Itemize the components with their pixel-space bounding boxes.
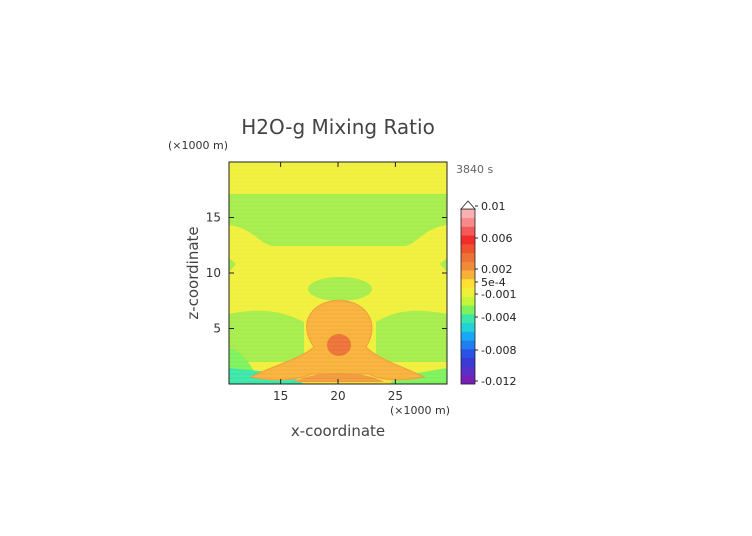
colorbar-swatch-18 (461, 217, 475, 227)
colorbar-swatch-4 (461, 340, 475, 350)
colorbar-swatch-15 (461, 244, 475, 254)
colorbar-swatch-10 (461, 287, 475, 297)
colorbar-label-5: -0.004 (481, 311, 516, 324)
left-lower-band (229, 310, 304, 362)
colorbar-swatch-13 (461, 261, 475, 271)
x-tick-label-1: 20 (330, 389, 345, 403)
contour-field (229, 162, 447, 384)
left-edge-patch (229, 258, 236, 272)
colorbar-label-1: 0.006 (481, 232, 513, 245)
y-tick-label-0: 5 (213, 322, 221, 336)
y-axis-label: z-coordinate (184, 226, 202, 319)
colorbar-swatch-3 (461, 349, 475, 359)
x-tick-label-0: 15 (273, 389, 288, 403)
x-axis-label: x-coordinate (291, 422, 385, 440)
plume-core (327, 334, 351, 356)
y-tick-label-2: 15 (206, 211, 221, 225)
y-unit-label: (×1000 m) (168, 139, 228, 152)
right-edge-patch (440, 258, 447, 272)
axes: 15 20 25 5 10 15 (206, 162, 447, 403)
cap-patch (308, 277, 372, 301)
field-hatching (229, 163, 447, 381)
colorbar-swatch-11 (461, 279, 475, 289)
colorbar-label-7: -0.012 (481, 375, 516, 388)
colorbar-swatch-17 (461, 226, 475, 236)
x-unit-label: (×1000 m) (390, 404, 450, 417)
right-lower-band (376, 310, 447, 362)
time-label: 3840 s (456, 163, 493, 176)
colorbar-swatch-12 (461, 270, 475, 280)
colorbar-label-0: 0.01 (481, 200, 506, 213)
colorbar-swatch-9 (461, 296, 475, 306)
colorbar-extend-arrow (460, 200, 476, 210)
colorbar-label-6: -0.008 (481, 344, 516, 357)
colorbar-swatch-14 (461, 252, 475, 262)
colorbar-swatch-19 (461, 209, 475, 219)
y-tick-label-1: 10 (206, 266, 221, 280)
x-tick-label-2: 25 (388, 389, 403, 403)
colorbar-swatch-2 (461, 357, 475, 367)
colorbar-swatch-5 (461, 331, 475, 341)
colorbar-label-4: -0.001 (481, 288, 516, 301)
colorbar-label-3: 5e-4 (481, 276, 506, 289)
colorbar-swatch-1 (461, 366, 475, 376)
colorbar-swatch-6 (461, 322, 475, 332)
upper-moist-band (229, 194, 447, 246)
colorbar-swatch-16 (461, 235, 475, 245)
chart-title: H2O-g Mixing Ratio (241, 115, 435, 139)
colorbar-swatch-8 (461, 305, 475, 315)
colorbar-swatch-0 (461, 375, 475, 385)
plume-base (294, 373, 384, 382)
colorbar-swatch-7 (461, 314, 475, 324)
colorbar-label-2: 0.002 (481, 263, 513, 276)
